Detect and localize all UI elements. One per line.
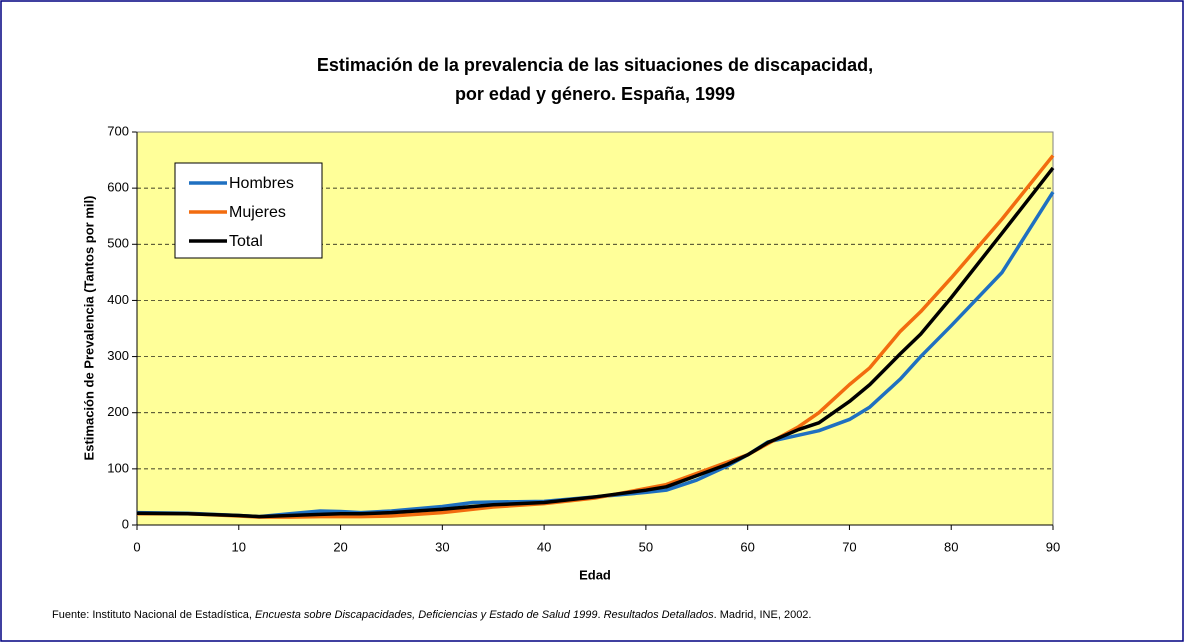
source-part: Encuesta sobre Discapacidades, Deficienc… — [255, 609, 597, 621]
x-tick-label: 10 — [232, 539, 246, 554]
x-tick-label: 20 — [333, 539, 347, 554]
chart-title: Estimación de la prevalencia de las situ… — [317, 55, 873, 75]
y-tick-label: 500 — [107, 236, 129, 251]
source-note: Fuente: Instituto Nacional de Estadístic… — [52, 609, 811, 621]
y-tick-label: 200 — [107, 404, 129, 419]
legend-label: Total — [229, 233, 263, 250]
x-tick-label: 70 — [842, 539, 856, 554]
series-line — [136, 191, 1055, 519]
x-axis-label: Edad — [579, 567, 611, 582]
series-line — [136, 166, 1055, 519]
chart-title: por edad y género. España, 1999 — [455, 84, 735, 104]
y-tick-label: 0 — [122, 516, 129, 531]
source-part: Resultados Detallados — [604, 609, 715, 621]
x-tick-label: 60 — [740, 539, 754, 554]
x-tick-label: 80 — [944, 539, 958, 554]
x-tick-label: 50 — [639, 539, 653, 554]
y-axis-label: Estimación de Prevalencia (Tantos por mi… — [81, 196, 96, 461]
source-part: . Madrid, INE, 2002. — [714, 609, 812, 621]
legend-label: Hombres — [229, 175, 294, 192]
source-part: . — [597, 609, 603, 621]
x-tick-label: 90 — [1046, 539, 1060, 554]
x-tick-label: 30 — [435, 539, 449, 554]
x-tick-label: 40 — [537, 539, 551, 554]
x-tick-label: 0 — [133, 539, 140, 554]
y-tick-label: 300 — [107, 348, 129, 363]
legend-label: Mujeres — [229, 204, 286, 221]
y-tick-label: 600 — [107, 180, 129, 195]
source-part: Fuente: Instituto Nacional de Estadístic… — [52, 609, 255, 621]
y-tick-label: 100 — [107, 460, 129, 475]
y-tick-label: 400 — [107, 292, 129, 307]
y-tick-label: 700 — [107, 123, 129, 138]
